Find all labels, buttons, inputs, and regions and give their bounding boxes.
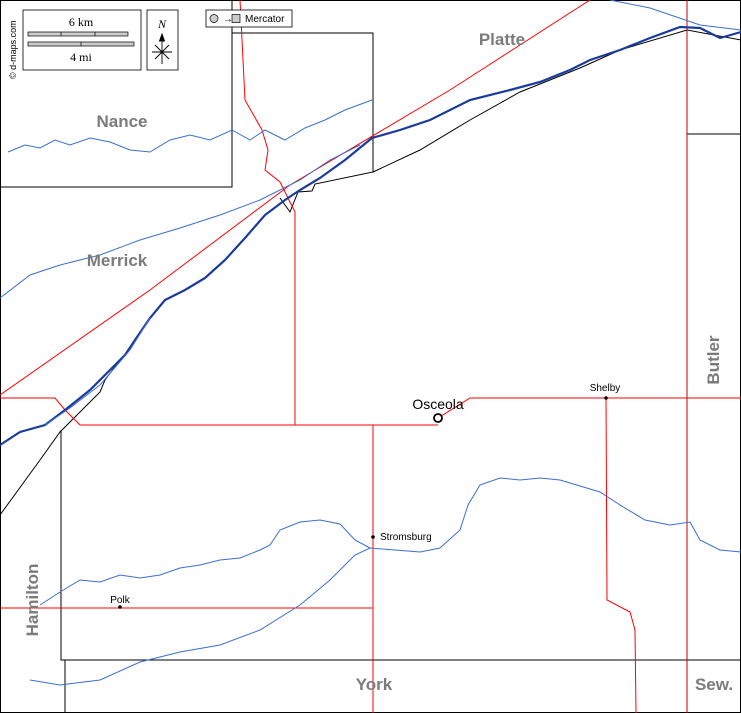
plane-icon xyxy=(231,14,241,23)
stream-south xyxy=(29,477,741,686)
compass-icon xyxy=(152,32,172,64)
globe-icon xyxy=(209,14,219,23)
stream-polk xyxy=(39,519,371,606)
town-label-osceola: Osceola xyxy=(412,396,464,412)
scale-mi-label: 4 mi xyxy=(70,50,92,64)
county-label-platte: Platte xyxy=(479,30,525,49)
county-label-seward: Sew. xyxy=(695,675,733,694)
polk-border xyxy=(60,430,741,661)
scale-box xyxy=(22,9,142,71)
county-label-hamilton: Hamilton xyxy=(23,564,42,637)
river-platte xyxy=(0,25,741,446)
road-east xyxy=(437,397,741,419)
streams xyxy=(0,0,741,686)
stream-nance xyxy=(7,99,373,153)
county-label-butler: Butler xyxy=(704,335,723,385)
town-polk: Polk xyxy=(110,595,131,609)
projection-box: → Mercator xyxy=(205,9,293,28)
county-label-nance: Nance xyxy=(96,112,147,131)
county-label-york: York xyxy=(356,675,393,694)
town-shelby: Shelby xyxy=(590,383,621,400)
town-marker xyxy=(604,396,608,400)
town-stromsburg: Stromsburg xyxy=(371,532,432,543)
stream-merrick xyxy=(0,144,361,299)
credit-label: © d-maps.com xyxy=(8,20,18,79)
scale-bar: 6 km 4 mi xyxy=(22,9,142,71)
stream-platte-north xyxy=(609,0,741,31)
town-label-stromsburg: Stromsburg xyxy=(380,532,432,543)
scale-km-bar xyxy=(27,31,129,37)
north-label: N xyxy=(157,17,167,31)
road-north xyxy=(239,0,296,425)
road-shelby xyxy=(605,397,637,713)
north-arrow: N xyxy=(146,9,179,71)
river-channel xyxy=(44,317,151,426)
nance-inset-border xyxy=(0,0,233,188)
town-label-polk: Polk xyxy=(110,595,130,606)
county-seat-marker xyxy=(433,413,443,423)
projection-label: Mercator xyxy=(245,14,285,25)
town-marker xyxy=(118,605,122,609)
scale-km-label: 6 km xyxy=(69,15,94,29)
platte-south-border xyxy=(372,29,741,173)
nance-border xyxy=(232,32,374,214)
town-osceola: Osceola xyxy=(412,396,464,423)
town-label-shelby: Shelby xyxy=(590,383,621,394)
county-label-merrick: Merrick xyxy=(87,251,148,270)
arrow-icon: → xyxy=(223,14,233,25)
town-marker xyxy=(371,535,375,539)
